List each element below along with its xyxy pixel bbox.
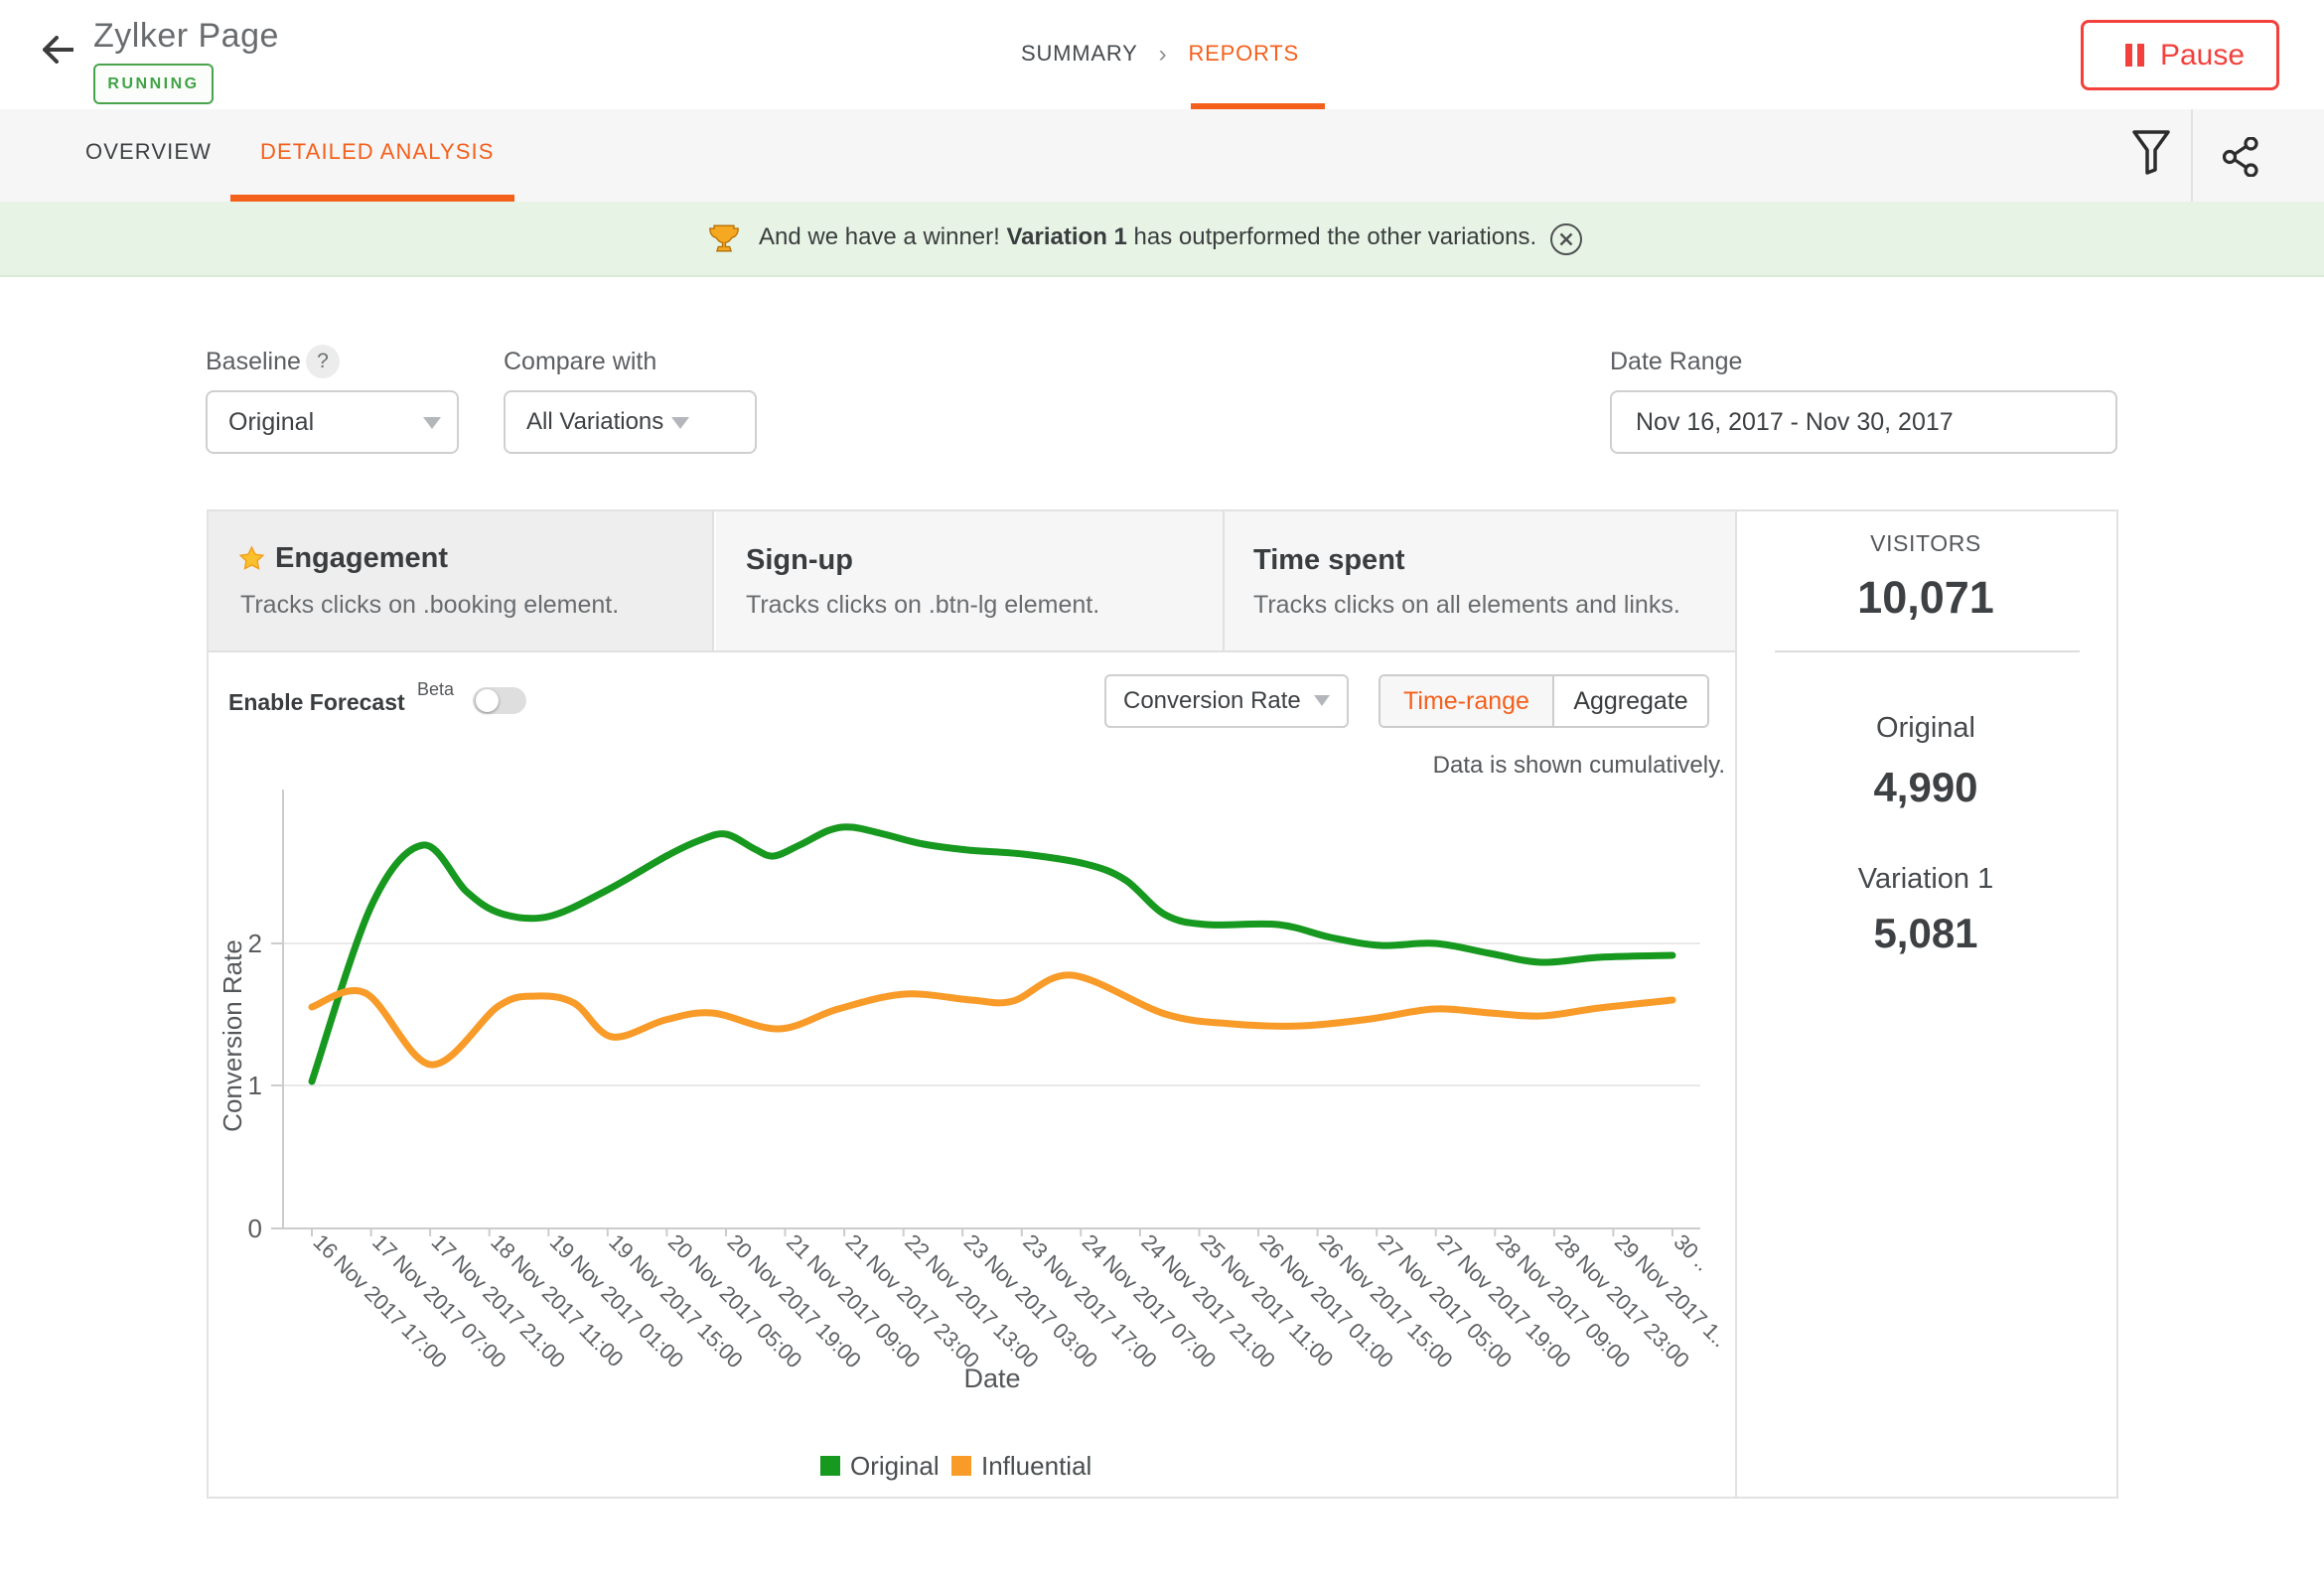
svg-text:Original: Original (850, 1451, 940, 1481)
svg-text:1: 1 (248, 1071, 262, 1100)
svg-text:Influential: Influential (981, 1451, 1091, 1481)
svg-text:Date: Date (963, 1364, 1020, 1393)
svg-text:0: 0 (248, 1214, 262, 1243)
svg-text:Conversion Rate: Conversion Rate (218, 939, 247, 1132)
svg-text:2: 2 (248, 929, 262, 958)
svg-text:30 ..: 30 .. (1669, 1229, 1715, 1276)
